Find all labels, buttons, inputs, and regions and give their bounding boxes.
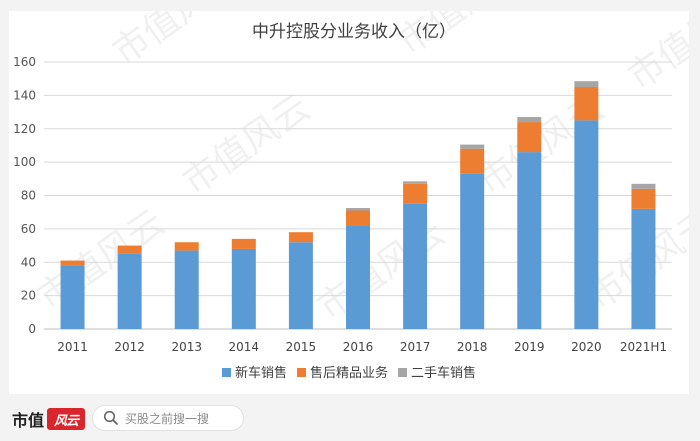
bar-segment	[117, 245, 142, 254]
x-tick-label: 2016	[343, 340, 374, 354]
bar-segment	[60, 265, 85, 329]
bar-segment	[403, 183, 428, 204]
bar-segment	[517, 122, 542, 153]
bars	[60, 81, 656, 329]
bar-segment	[231, 238, 256, 249]
bar-segment	[117, 253, 142, 329]
chart-card: 市值风云市值风云市值风云市值风云市值风云市值风云市值风云市值风云 中升控股分业务…	[9, 11, 689, 394]
y-tick-label: 120	[13, 122, 36, 136]
watermark-text: 市值风云	[311, 212, 452, 328]
brand-logo[interactable]: 市值 风云	[12, 406, 86, 432]
x-tick-label: 2011	[57, 340, 88, 354]
bar-segment	[174, 242, 199, 251]
bar-segment	[60, 260, 85, 266]
y-tick-label: 140	[13, 88, 36, 102]
bar-segment	[517, 152, 542, 329]
x-axis: 2011 2012 2013 2014 2015 2016 2017 2018 2019 2020…	[57, 340, 667, 354]
x-tick-label: 2019	[514, 340, 545, 354]
legend: 新车销售 售后精品业务 二手车销售	[222, 365, 476, 381]
y-tick-label: 60	[21, 222, 36, 236]
y-tick-label: 40	[21, 255, 36, 269]
bar-segment	[403, 181, 428, 184]
watermark-text: 市值风云	[31, 202, 172, 318]
y-axis: 0 20 40 60 80 100 120 140 160	[13, 55, 36, 336]
bar-segment	[346, 208, 370, 211]
y-tick-label: 160	[13, 55, 36, 69]
bar-segment	[460, 173, 485, 329]
bar-segment	[231, 248, 256, 329]
bar-segment	[574, 87, 599, 121]
bar-segment	[403, 203, 428, 329]
legend-label: 新车销售	[235, 365, 287, 381]
x-tick-label: 2017	[400, 340, 431, 354]
x-tick-label: 2018	[457, 340, 488, 354]
x-tick-label: 2020	[571, 340, 602, 354]
bar-segment	[346, 210, 370, 226]
y-tick-label: 0	[28, 322, 36, 336]
x-tick-label: 2013	[171, 340, 202, 354]
bar-segment	[631, 183, 656, 189]
bar-segment	[460, 148, 485, 174]
bar-segment	[288, 242, 313, 329]
footer-bar: 市值 风云 买股之前搜一搜	[0, 396, 700, 441]
brand-logo-badge: 风云	[47, 408, 86, 430]
legend-label: 售后精品业务	[310, 365, 388, 381]
bar-segment	[631, 208, 656, 329]
legend-swatch	[297, 368, 307, 377]
x-tick-label: 2021H1	[620, 340, 667, 354]
bar-segment	[460, 144, 485, 149]
chart-title: 中升控股分业务收入（亿）	[252, 22, 456, 42]
stacked-bar-chart: 市值风云市值风云市值风云市值风云市值风云市值风云市值风云市值风云 中升控股分业务…	[13, 11, 689, 381]
bar-segment	[574, 120, 599, 329]
x-tick-label: 2014	[229, 340, 260, 354]
brand-logo-text: 风云	[54, 413, 79, 429]
x-tick-label: 2012	[114, 340, 145, 354]
search-placeholder: 买股之前搜一搜	[125, 411, 210, 426]
watermark-text: 市值风云	[176, 87, 317, 203]
watermark-text: 市值风云	[621, 11, 689, 98]
legend-swatch	[222, 368, 231, 377]
y-tick-label: 100	[13, 155, 36, 169]
bar-segment	[288, 232, 313, 243]
watermark-text: 市值风云	[106, 11, 247, 73]
bar-segment	[517, 117, 542, 123]
search-box[interactable]: 买股之前搜一搜	[92, 405, 244, 431]
x-tick-label: 2015	[286, 340, 317, 354]
bar-segment	[174, 250, 199, 329]
brand-name: 市值	[12, 411, 45, 430]
legend-label: 二手车销售	[411, 365, 476, 381]
y-tick-label: 20	[21, 289, 36, 303]
bar-segment	[346, 225, 370, 329]
legend-swatch	[398, 368, 408, 377]
bar-segment	[631, 188, 656, 209]
bar-segment	[574, 81, 599, 88]
search-icon	[103, 410, 118, 425]
y-tick-label: 80	[21, 189, 36, 203]
